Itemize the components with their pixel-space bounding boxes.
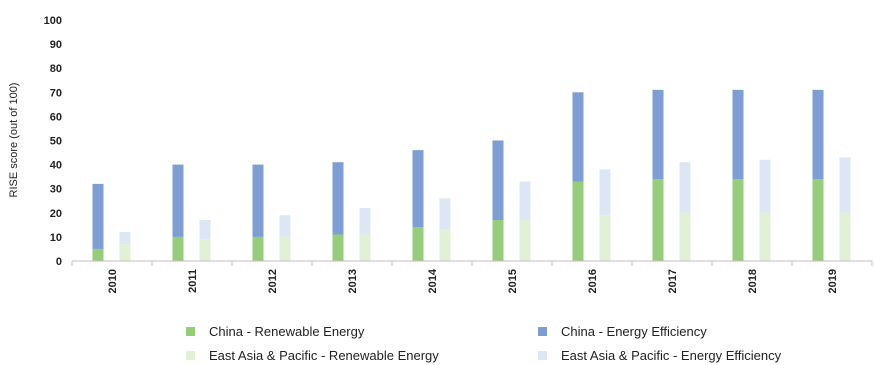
legend-item-eap-efficiency: East Asia & Pacific - Energy Efficiency [538,348,781,363]
china-renewable-bar [812,179,824,261]
china-efficiency-bar [812,89,824,180]
y-tick-label: 70 [50,87,62,99]
eap-renewable-bar [439,229,451,261]
eap-efficiency-bar [439,198,451,230]
x-tick-label: 2016 [587,269,599,293]
eap-renewable-bar [599,215,611,261]
legend-swatch [538,327,547,336]
x-tick-label: 2019 [827,269,839,293]
y-tick-label: 20 [50,208,62,220]
eap-renewable-bar [199,239,211,261]
legend-item-china-efficiency: China - Energy Efficiency [538,324,707,339]
eap-efficiency-bar [839,157,851,213]
eap-efficiency-bar [199,220,211,240]
china-renewable-bar [92,248,104,261]
legend-label: East Asia & Pacific - Energy Efficiency [561,348,782,363]
x-tick-label: 2014 [427,268,439,293]
legend-item-eap-renewable: East Asia & Pacific - Renewable Energy [186,348,439,363]
china-efficiency-bar [492,140,504,221]
china-renewable-bar [252,236,264,261]
legend-label: East Asia & Pacific - Renewable Energy [209,348,439,363]
y-tick-label: 60 [50,111,62,123]
eap-renewable-bar [519,220,531,261]
eap-efficiency-bar [679,162,691,213]
legend-swatch [186,327,195,336]
china-renewable-bar [412,227,424,261]
china-efficiency-bar [732,89,744,180]
x-tick-label: 2018 [747,269,759,293]
eap-renewable-bar [359,234,371,261]
y-tick-label: 80 [50,63,62,75]
eap-efficiency-bar [599,169,611,216]
y-tick-label: 10 [50,232,62,244]
eap-renewable-bar [119,244,131,261]
y-tick-label: 100 [44,15,62,27]
bars [92,89,851,261]
x-tick-label: 2013 [347,269,359,293]
legend-label: China - Energy Efficiency [561,324,707,339]
legend-swatch [186,351,195,360]
legend-item-china-renewable: China - Renewable Energy [186,324,364,339]
x-tick-label: 2017 [667,269,679,293]
china-efficiency-bar [412,150,424,228]
china-renewable-bar [572,181,584,261]
china-efficiency-bar [92,183,104,249]
china-efficiency-bar [572,92,584,182]
china-efficiency-bar [252,164,264,237]
stacked-bar-chart: RISE score (out of 100) 0 10 20 30 40 50 60 70 8… [8,15,873,293]
y-tick-label: 50 [50,136,62,148]
legend: China - Renewable Energy China - Energy … [0,318,874,364]
eap-efficiency-bar [519,181,531,221]
eap-efficiency-bar [759,159,771,213]
y-tick-label: 30 [50,184,62,196]
eap-efficiency-bar [279,215,291,237]
x-tick-label: 2012 [267,269,279,293]
eap-renewable-bar [839,212,851,261]
china-renewable-bar [492,220,504,261]
china-efficiency-bar [172,164,184,237]
china-renewable-bar [332,234,344,261]
eap-efficiency-bar [119,232,131,245]
y-tick-label: 90 [50,39,62,51]
y-axis: 0 10 20 30 40 50 60 70 80 90 100 [44,15,62,268]
china-renewable-bar [652,179,664,261]
china-efficiency-bar [332,162,344,235]
china-renewable-bar [172,236,184,261]
x-axis: 2010 2011 2012 2013 2014 2015 2016 2017 2018 2019 [71,261,873,293]
china-renewable-bar [732,179,744,261]
eap-efficiency-bar [359,207,371,235]
y-axis-label: RISE score (out of 100) [8,83,20,198]
x-tick-label: 2011 [187,269,199,293]
china-efficiency-bar [652,89,664,180]
legend-swatch [538,351,547,360]
x-tick-label: 2010 [107,269,119,293]
eap-renewable-bar [759,212,771,261]
x-tick-label: 2015 [507,269,519,293]
legend-label: China - Renewable Energy [209,324,365,339]
eap-renewable-bar [679,212,691,261]
y-tick-label: 0 [56,256,62,268]
eap-renewable-bar [279,236,291,261]
y-tick-label: 40 [50,160,62,172]
